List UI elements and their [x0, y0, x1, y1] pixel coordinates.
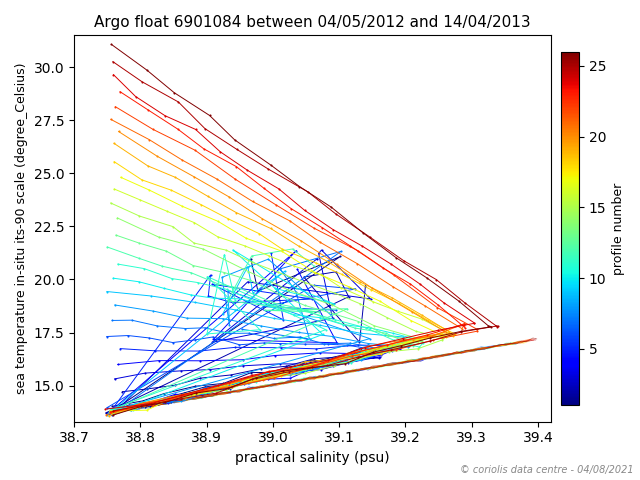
Y-axis label: profile number: profile number — [612, 182, 625, 275]
Title: Argo float 6901084 between 04/05/2012 and 14/04/2013: Argo float 6901084 between 04/05/2012 an… — [94, 15, 531, 30]
X-axis label: practical salinity (psu): practical salinity (psu) — [236, 451, 390, 465]
Text: © coriolis data centre - 04/08/2021: © coriolis data centre - 04/08/2021 — [460, 465, 634, 475]
Y-axis label: sea temperature in-situ its-90 scale (degree_Celsius): sea temperature in-situ its-90 scale (de… — [15, 63, 28, 394]
